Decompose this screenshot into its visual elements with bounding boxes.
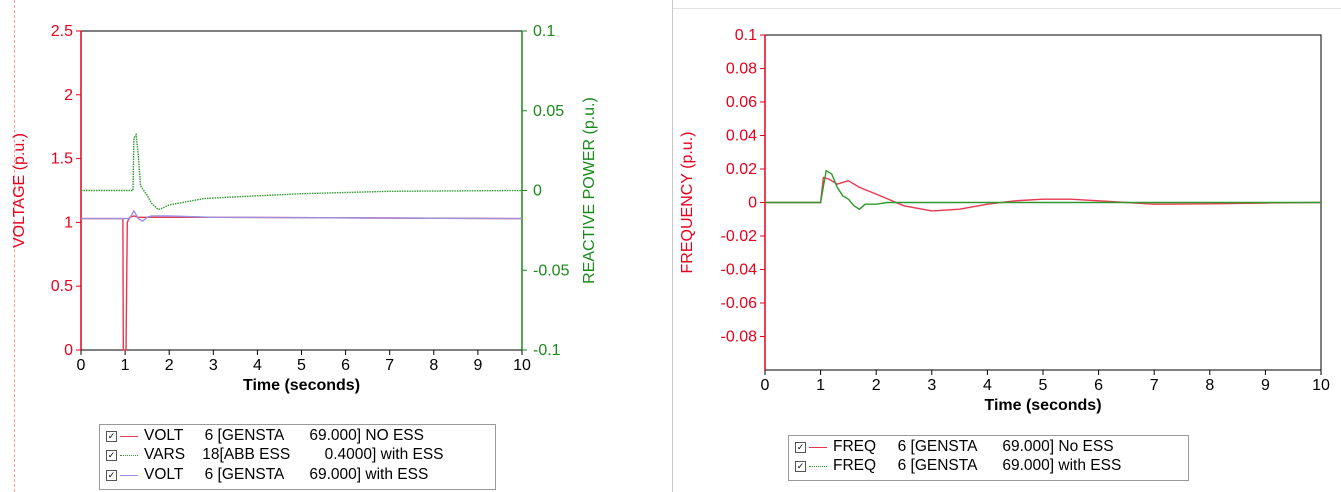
legend-swatch <box>120 475 138 476</box>
legend-swatch <box>120 436 138 437</box>
y2-tick-label: 0 <box>533 183 542 200</box>
x-axis-title: Time (seconds) <box>243 377 360 394</box>
y-tick-label: 2.5 <box>51 23 73 40</box>
y2-tick-label: 0.1 <box>533 23 555 40</box>
x-tick-label: 6 <box>341 357 350 374</box>
y-tick-label: 0.06 <box>726 94 757 111</box>
legend-label: FREQ 6 [GENSTA 69.000] with ESS <box>833 457 1122 474</box>
x-tick-label: 8 <box>429 357 438 374</box>
voltage-reactive-power-chart: 0 1 2 3 4 5 6 7 8 9 10 0 0.5 1 1.5 2 2.5 -0.1 -0.05 0 0.05 0.… <box>11 23 598 394</box>
legend-checkbox[interactable]: ✓ <box>795 461 806 472</box>
legend-frequency-chart: ✓ FREQ 6 [GENSTA 69.000] No ESS ✓ FREQ 6… <box>788 435 1189 481</box>
y2-tick-label: -0.1 <box>533 342 561 359</box>
x-tick-label: 5 <box>1039 377 1048 394</box>
series-line <box>81 132 523 211</box>
y-tick-label: 0 <box>748 195 757 212</box>
right-panel-top-line <box>673 8 1341 9</box>
x-tick-label: 4 <box>253 357 262 374</box>
legend-checkbox[interactable]: ✓ <box>106 450 117 461</box>
y-tick-label: 0.1 <box>735 27 757 44</box>
y-tick-label: 0.02 <box>726 161 757 178</box>
y-axis-title: VOLTAGE (p.u.) <box>11 133 28 248</box>
panel-divider <box>672 0 673 492</box>
legend-label: FREQ 6 [GENSTA 69.000] No ESS <box>833 438 1114 455</box>
legend-label: VOLT 6 [GENSTA 69.000] with ESS <box>144 466 429 483</box>
x-axis-title: Time (seconds) <box>984 397 1101 414</box>
y-tick-label: 0.08 <box>726 61 757 78</box>
y-tick-label: -0.04 <box>721 262 758 279</box>
x-tick-label: 9 <box>1261 377 1270 394</box>
x-tick-label: 7 <box>1150 377 1159 394</box>
x-tick-label: 3 <box>927 377 936 394</box>
x-tick-label: 1 <box>816 377 825 394</box>
x-tick-label: 0 <box>77 357 86 374</box>
legend-item[interactable]: ✓ VOLT 6 [GENSTA 69.000] NO ESS <box>100 426 495 446</box>
x-tick-label: 1 <box>121 357 130 374</box>
x-tick-label: 10 <box>1312 377 1330 394</box>
x-tick-label: 2 <box>872 377 881 394</box>
series-line <box>765 169 1321 211</box>
y-tick-label: -0.02 <box>721 228 758 245</box>
y-tick-label: 1.5 <box>51 151 73 168</box>
y2-tick-label: -0.05 <box>533 262 570 279</box>
x-tick-label: 6 <box>1094 377 1103 394</box>
series-line <box>81 209 523 222</box>
legend-item[interactable]: ✓ FREQ 6 [GENSTA 69.000] No ESS <box>789 437 1188 457</box>
y2-axis-title: REACTIVE POWER (p.u.) <box>581 97 598 284</box>
y2-tick-label: 0.05 <box>533 103 564 120</box>
y-tick-label: 2 <box>64 87 73 104</box>
x-tick-label: 0 <box>761 377 770 394</box>
frequency-chart: 0 1 2 3 4 5 6 7 8 9 10 0.1 0.08 0.06 0.04 0.02 0 -0.02 -0.… <box>679 27 1330 414</box>
series-line <box>81 215 523 351</box>
legend-checkbox[interactable]: ✓ <box>106 470 117 481</box>
y-tick-label: -0.06 <box>721 295 758 312</box>
x-tick-label: 4 <box>983 377 992 394</box>
y-tick-label: 1 <box>64 214 73 231</box>
x-tick-label: 7 <box>385 357 394 374</box>
legend-voltage-chart: ✓ VOLT 6 [GENSTA 69.000] NO ESS ✓ VARS 1… <box>99 424 496 490</box>
x-tick-label: 10 <box>513 357 531 374</box>
left-edge-line <box>14 0 15 492</box>
legend-item[interactable]: ✓ FREQ 6 [GENSTA 69.000] with ESS <box>789 456 1188 476</box>
y-axis-title: FREQUENCY (p.u.) <box>679 132 696 274</box>
y-tick-label: 0.04 <box>726 128 757 145</box>
legend-swatch <box>809 466 827 467</box>
x-tick-label: 2 <box>165 357 174 374</box>
legend-item[interactable]: ✓ VARS 18[ABB ESS 0.4000] with ESS <box>100 445 495 465</box>
legend-checkbox[interactable]: ✓ <box>106 431 117 442</box>
legend-label: VOLT 6 [GENSTA 69.000] NO ESS <box>144 427 424 444</box>
legend-swatch <box>809 447 827 448</box>
x-tick-label: 9 <box>473 357 482 374</box>
x-tick-label: 3 <box>209 357 218 374</box>
y-tick-label: -0.08 <box>721 329 758 346</box>
legend-item[interactable]: ✓ VOLT 6 [GENSTA 69.000] with ESS <box>100 465 495 485</box>
series-line <box>765 176 1322 212</box>
y-tick-label: 0.5 <box>51 278 73 295</box>
x-tick-label: 5 <box>297 357 306 374</box>
legend-label: VARS 18[ABB ESS 0.4000] with ESS <box>144 446 444 463</box>
y-tick-label: 0 <box>64 342 73 359</box>
x-tick-label: 8 <box>1205 377 1214 394</box>
legend-swatch <box>120 455 138 456</box>
legend-checkbox[interactable]: ✓ <box>795 442 806 453</box>
